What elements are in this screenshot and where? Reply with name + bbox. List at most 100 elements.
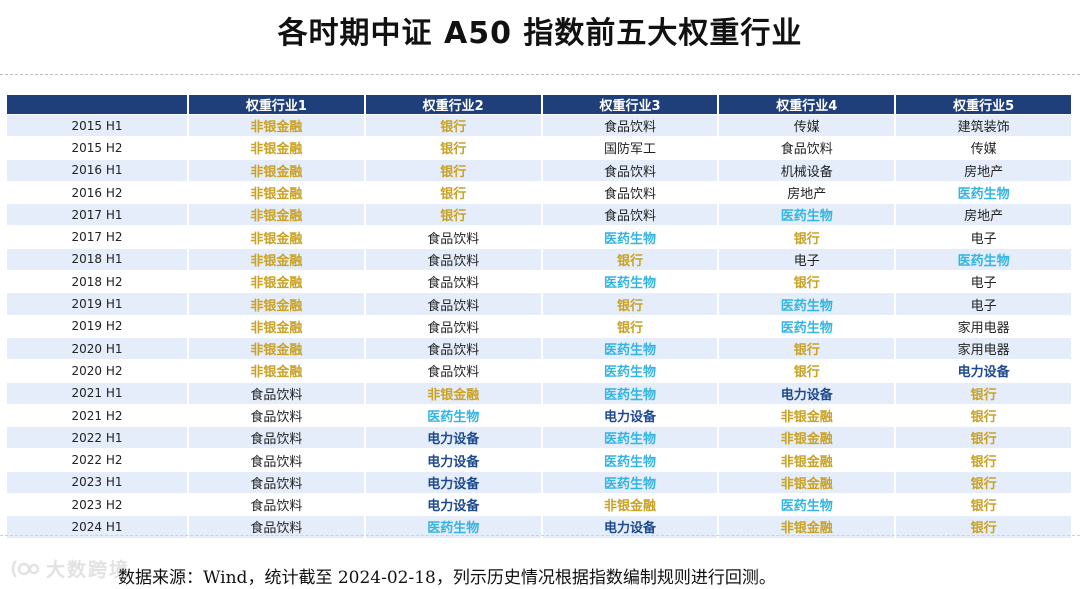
table-row: 2023 H1 食品饮料 电力设备 医药生物 非银金融 银行 <box>7 470 1071 494</box>
table-row: 2019 H1 非银金融 食品饮料 银行 医药生物 电子 <box>7 292 1071 315</box>
industry-cell: 医药生物 <box>896 247 1071 271</box>
industry-cell: 医药生物 <box>365 403 541 427</box>
watermark-logo-icon <box>11 559 40 578</box>
industry-cell: 食品饮料 <box>542 114 718 137</box>
industry-cell: 传媒 <box>896 136 1071 159</box>
industry-cell: 电子 <box>896 270 1071 293</box>
industry-cell: 银行 <box>896 403 1071 427</box>
industry-cell: 电子 <box>719 247 895 271</box>
industry-cell: 食品饮料 <box>189 470 364 494</box>
header-industry-2: 权重行业2 <box>365 95 541 114</box>
industry-cell: 银行 <box>365 136 541 159</box>
table-header-row: 权重行业1 权重行业2 权重行业3 权重行业4 权重行业5 <box>7 95 1071 114</box>
watermark: 大数跨境 <box>10 555 130 582</box>
industry-cell: 机械设备 <box>719 158 895 181</box>
industry-cell: 医药生物 <box>542 426 718 449</box>
table-row: 2024 H1 食品饮料 医药生物 电力设备 非银金融 银行 <box>7 515 1071 538</box>
industry-cell: 银行 <box>365 180 541 204</box>
header-industry-4: 权重行业4 <box>719 95 895 114</box>
industry-cell: 银行 <box>719 225 895 248</box>
period-cell: 2016 H1 <box>7 158 187 181</box>
table-row: 2017 H2 非银金融 食品饮料 医药生物 银行 电子 <box>7 225 1071 248</box>
industry-cell: 食品饮料 <box>189 493 364 516</box>
industry-cell: 食品饮料 <box>365 292 541 315</box>
industry-cell: 非银金融 <box>189 270 364 293</box>
industry-cell: 房地产 <box>896 158 1071 181</box>
source-note: 数据来源：Wind，统计截至 2024-02-18，列示历史情况根据指数编制规则… <box>118 568 776 588</box>
industry-cell: 医药生物 <box>542 381 718 404</box>
table-row: 2022 H2 食品饮料 电力设备 医药生物 非银金融 银行 <box>7 448 1071 471</box>
industry-cell: 医药生物 <box>542 225 718 248</box>
industry-cell: 国防军工 <box>542 136 718 159</box>
industry-cell: 医药生物 <box>896 180 1071 204</box>
industry-cell: 电子 <box>896 292 1071 315</box>
industry-cell: 食品饮料 <box>189 403 364 427</box>
industry-cell: 银行 <box>365 114 541 137</box>
industry-cell: 银行 <box>896 381 1071 404</box>
industry-cell: 医药生物 <box>542 336 718 360</box>
industry-cell: 医药生物 <box>365 515 541 538</box>
table-row: 2018 H2 非银金融 食品饮料 医药生物 银行 电子 <box>7 270 1071 293</box>
footer-divider <box>0 535 1080 536</box>
header-period <box>7 95 187 114</box>
header-industry-3: 权重行业3 <box>542 95 718 114</box>
industry-cell: 食品饮料 <box>365 336 541 360</box>
industry-cell: 食品饮料 <box>365 314 541 337</box>
industry-cell: 食品饮料 <box>365 270 541 293</box>
industry-cell: 食品饮料 <box>719 136 895 159</box>
period-cell: 2018 H1 <box>7 247 187 271</box>
period-cell: 2019 H2 <box>7 314 187 337</box>
period-cell: 2021 H1 <box>7 381 187 404</box>
industry-cell: 非银金融 <box>542 493 718 516</box>
industry-cell: 房地产 <box>719 180 895 204</box>
industry-cell: 银行 <box>719 359 895 382</box>
period-cell: 2023 H2 <box>7 493 187 516</box>
industry-cell: 非银金融 <box>719 470 895 494</box>
industry-cell: 非银金融 <box>189 247 364 271</box>
industry-cell: 电力设备 <box>719 381 895 404</box>
industry-cell: 电力设备 <box>542 403 718 427</box>
industry-cell: 非银金融 <box>189 225 364 248</box>
industry-cell: 非银金融 <box>719 515 895 538</box>
industry-cell: 医药生物 <box>542 470 718 494</box>
industry-cell: 非银金融 <box>189 180 364 204</box>
table-row: 2021 H2 食品饮料 医药生物 电力设备 非银金融 银行 <box>7 403 1071 427</box>
industry-cell: 电力设备 <box>365 470 541 494</box>
table-row: 2016 H1 非银金融 银行 食品饮料 机械设备 房地产 <box>7 158 1071 181</box>
industry-cell: 银行 <box>896 448 1071 471</box>
industry-cell: 银行 <box>542 314 718 337</box>
table-row: 2016 H2 非银金融 银行 食品饮料 房地产 医药生物 <box>7 180 1071 204</box>
industry-cell: 银行 <box>365 158 541 181</box>
table-body: 2015 H1 非银金融 银行 食品饮料 传媒 建筑装饰 2015 H2 非银金融 银行 国防军工… <box>7 114 1071 538</box>
industry-cell: 食品饮料 <box>365 225 541 248</box>
industry-cell: 食品饮料 <box>542 158 718 181</box>
industry-cell: 食品饮料 <box>189 426 364 449</box>
period-cell: 2015 H2 <box>7 136 187 159</box>
period-cell: 2017 H1 <box>7 203 187 226</box>
table-row: 2017 H1 非银金融 银行 食品饮料 医药生物 房地产 <box>7 203 1071 226</box>
industry-cell: 银行 <box>719 270 895 293</box>
industry-cell: 食品饮料 <box>365 247 541 271</box>
industry-cell: 非银金融 <box>719 426 895 449</box>
industry-cell: 非银金融 <box>719 448 895 471</box>
industry-cell: 银行 <box>542 292 718 315</box>
period-cell: 2020 H2 <box>7 359 187 382</box>
industry-cell: 银行 <box>719 336 895 360</box>
period-cell: 2022 H1 <box>7 426 187 449</box>
industry-cell: 食品饮料 <box>365 359 541 382</box>
industry-cell: 非银金融 <box>189 158 364 181</box>
industry-cell: 医药生物 <box>719 292 895 315</box>
industry-cell: 食品饮料 <box>542 180 718 204</box>
industry-cell: 银行 <box>896 426 1071 449</box>
period-cell: 2022 H2 <box>7 448 187 471</box>
industry-cell: 医药生物 <box>542 359 718 382</box>
table-row: 2019 H2 非银金融 食品饮料 银行 医药生物 家用电器 <box>7 314 1071 337</box>
industry-cell: 非银金融 <box>189 314 364 337</box>
industry-cell: 电力设备 <box>542 515 718 538</box>
table-row: 2023 H2 食品饮料 电力设备 非银金融 医药生物 银行 <box>7 493 1071 516</box>
industry-weight-table: 权重行业1 权重行业2 权重行业3 权重行业4 权重行业5 2015 H1 非银金… <box>5 95 1073 538</box>
industry-cell: 房地产 <box>896 203 1071 226</box>
industry-cell: 非银金融 <box>189 336 364 360</box>
industry-cell: 医药生物 <box>719 493 895 516</box>
